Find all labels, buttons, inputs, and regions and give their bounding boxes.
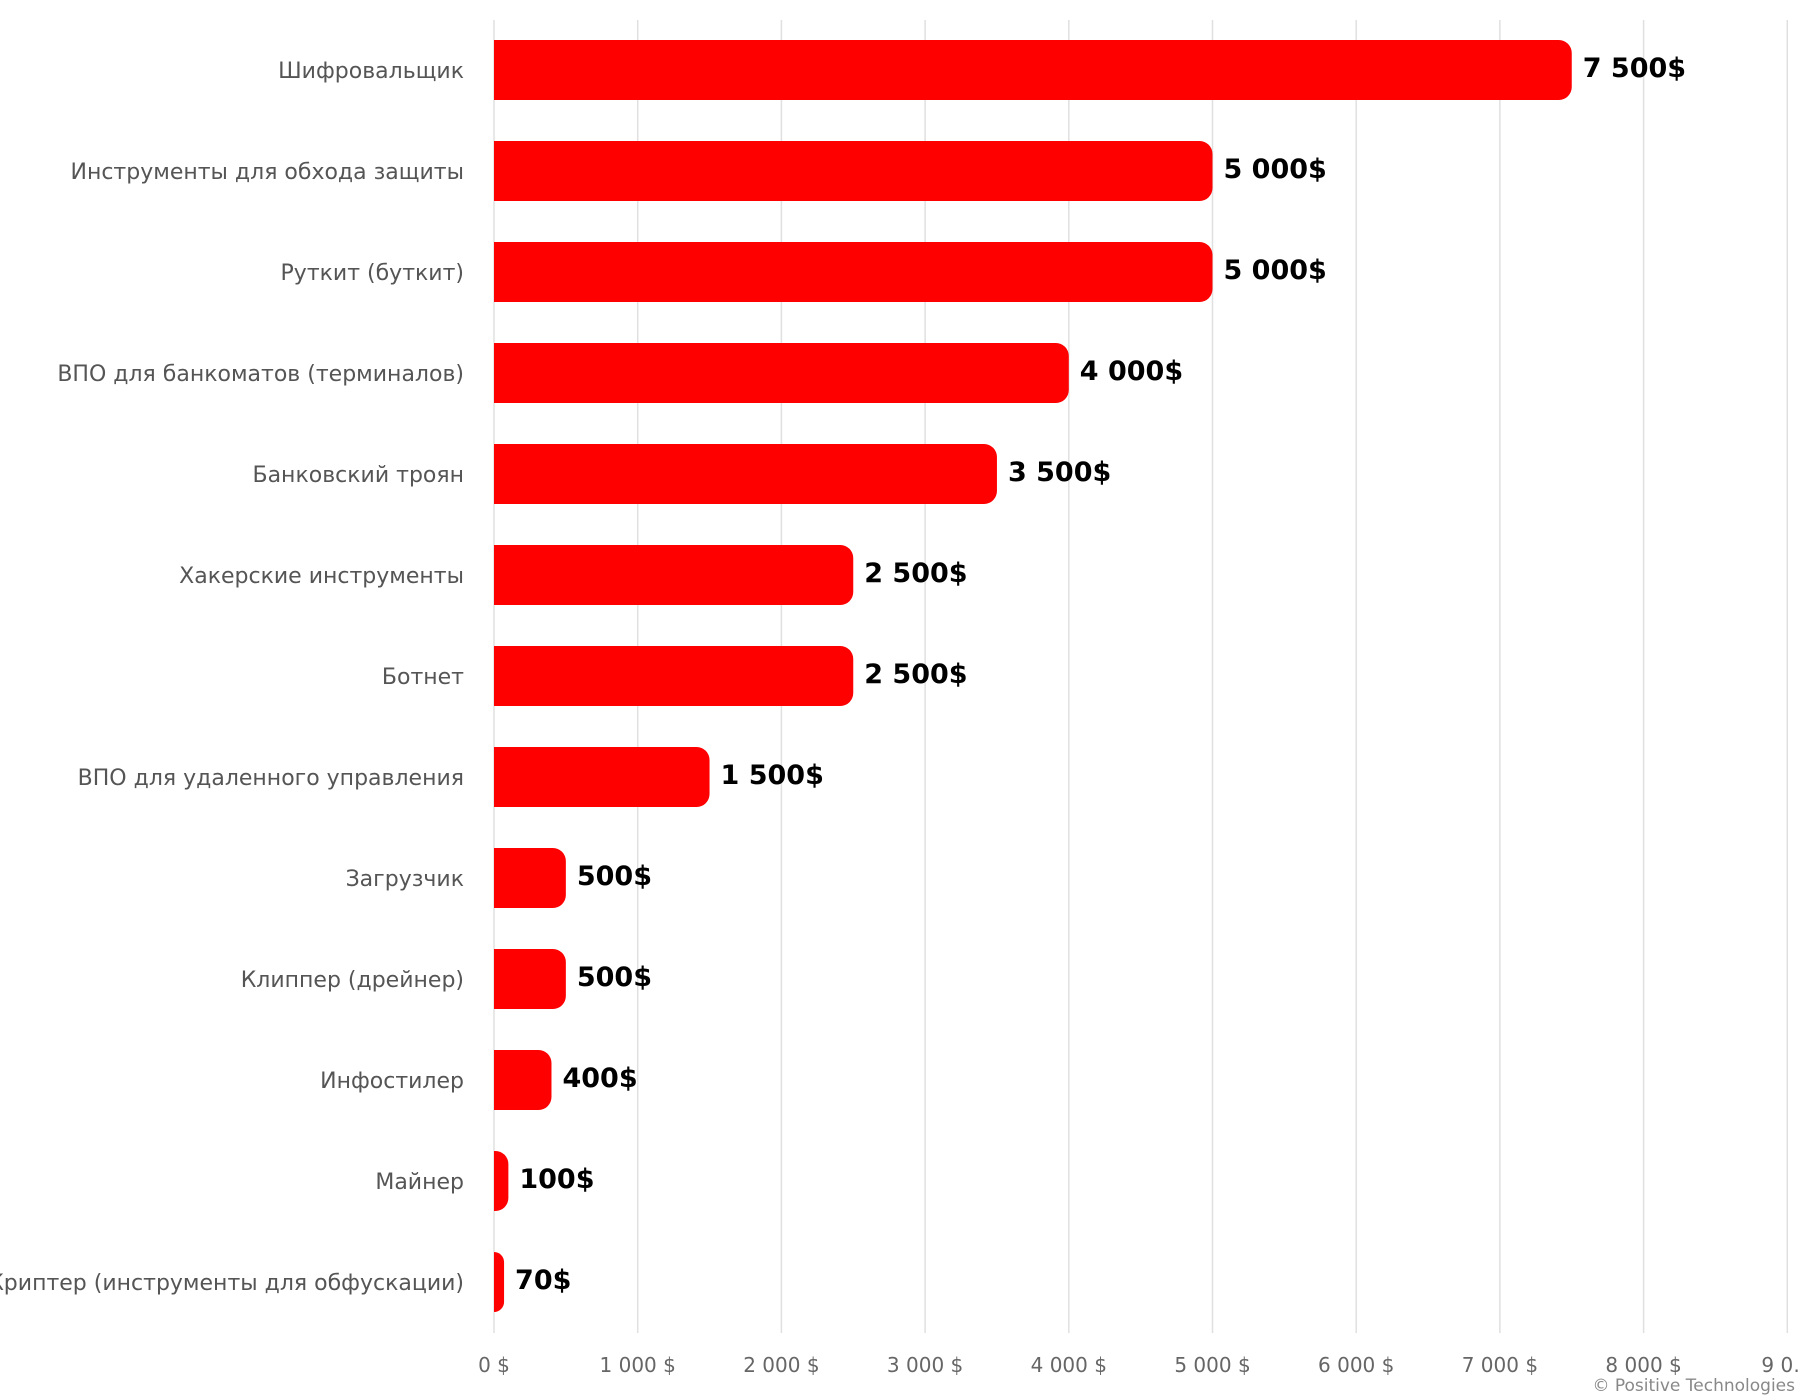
data-label: 5 000$	[1224, 154, 1327, 185]
data-label: 500$	[577, 962, 652, 993]
category-label: Руткит (буткит)	[281, 261, 464, 286]
data-label: 70$	[515, 1265, 571, 1296]
bar	[494, 1151, 509, 1211]
category-label: Хакерские инструменты	[179, 564, 464, 589]
tick-label: 8 000 $	[1605, 1353, 1681, 1377]
category-label: Шифровальщик	[278, 59, 464, 84]
category-label: ВПО для удаленного управления	[78, 766, 464, 791]
category-label: Криптер (инструменты для обфускации)	[0, 1271, 464, 1296]
data-label: 4 000$	[1080, 356, 1183, 387]
bars	[494, 40, 1572, 1312]
bar	[494, 40, 1572, 100]
bar	[494, 444, 997, 504]
data-label: 500$	[577, 861, 652, 892]
category-labels: Шифровальщик Инструменты для обхода защит…	[0, 59, 464, 1296]
tick-label: 0 $	[478, 1353, 510, 1377]
x-axis-tick-labels: 0 $ 1 000 $ 2 000 $ 3 000 $ 4 000 $ 5 000 $ 6 …	[478, 1353, 1800, 1377]
tick-label: 4 000 $	[1031, 1353, 1107, 1377]
bar	[494, 848, 566, 908]
bar	[494, 1252, 505, 1312]
bar	[494, 747, 710, 807]
bar	[494, 545, 854, 605]
credit-text: © Positive Technologies	[1592, 1376, 1795, 1396]
data-label: 2 500$	[864, 558, 967, 589]
category-label: Банковский троян	[252, 463, 464, 488]
category-label: Инфостилер	[320, 1069, 464, 1094]
bar	[494, 141, 1213, 201]
bar	[494, 1050, 552, 1110]
bar	[494, 343, 1069, 403]
tick-label: 6 000 $	[1318, 1353, 1394, 1377]
tick-label: 7 000 $	[1462, 1353, 1538, 1377]
category-label: ВПО для банкоматов (терминалов)	[57, 362, 464, 387]
data-label: 5 000$	[1224, 255, 1327, 286]
category-label: Майнер	[375, 1170, 464, 1195]
category-label: Инструменты для обхода защиты	[70, 160, 464, 185]
category-label: Ботнет	[382, 665, 464, 690]
category-label: Загрузчик	[346, 867, 464, 892]
tick-label: 9 0…	[1761, 1353, 1800, 1377]
tick-label: 5 000 $	[1174, 1353, 1250, 1377]
grid-lines	[493, 20, 1789, 1333]
data-label: 3 500$	[1008, 457, 1111, 488]
data-label: 2 500$	[864, 659, 967, 690]
data-label: 400$	[562, 1063, 637, 1094]
category-label: Клиппер (дрейнер)	[241, 968, 464, 993]
tick-label: 2 000 $	[743, 1353, 819, 1377]
tick-label: 1 000 $	[600, 1353, 676, 1377]
bar	[494, 646, 854, 706]
bar	[494, 242, 1213, 302]
data-label: 7 500$	[1583, 53, 1686, 84]
tick-label: 3 000 $	[887, 1353, 963, 1377]
data-label: 1 500$	[721, 760, 824, 791]
data-labels: 7 500$ 5 000$ 5 000$ 4 000$ 3 500$ 2 500$ 2 50…	[515, 53, 1686, 1296]
data-label: 100$	[519, 1164, 594, 1195]
bar	[494, 949, 566, 1009]
